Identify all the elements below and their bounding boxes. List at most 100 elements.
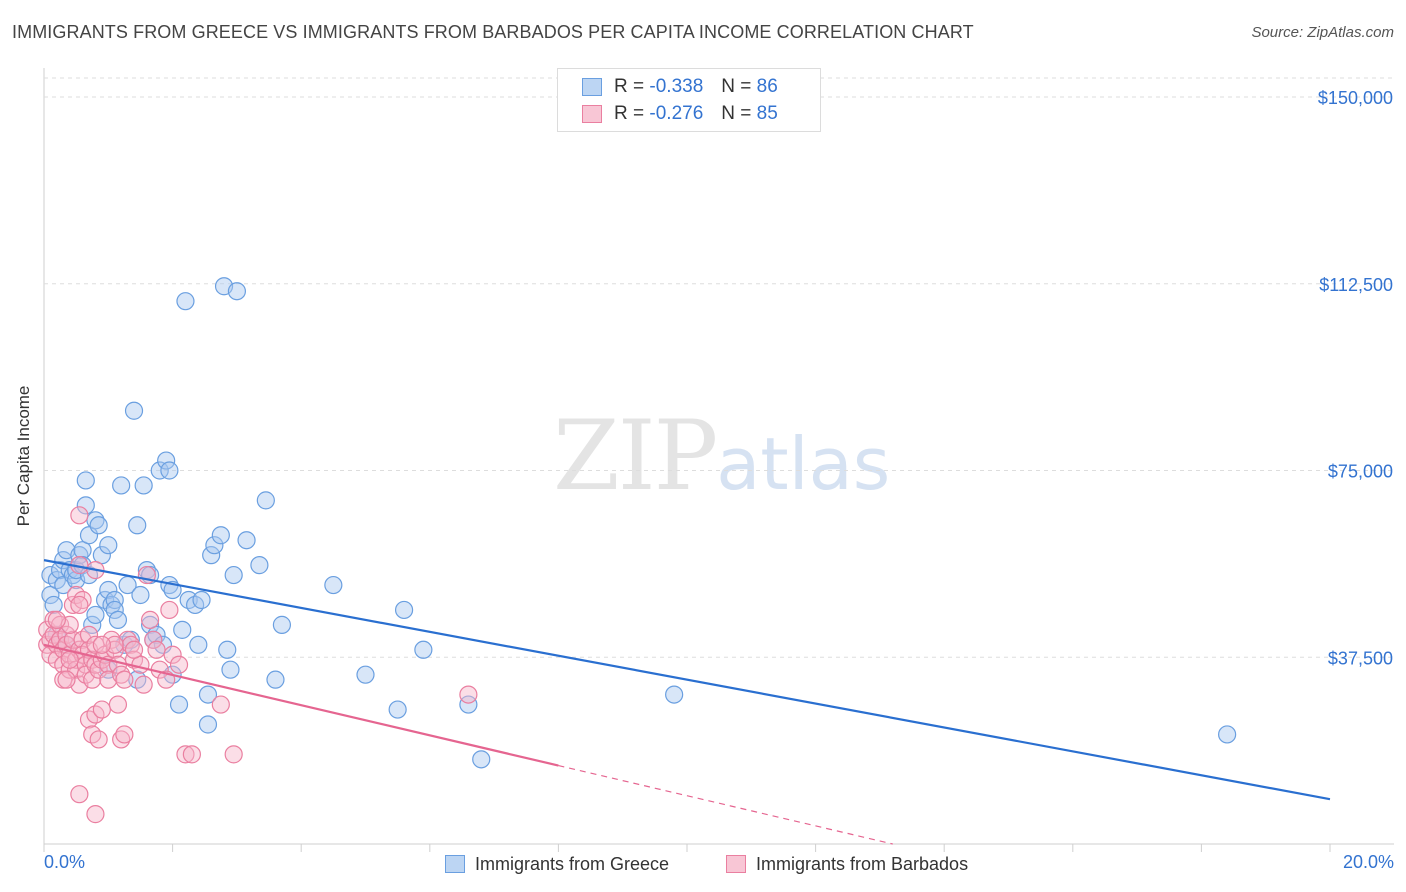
y-axis-label-wrap: Per Capita Income — [14, 315, 34, 527]
barbados-point — [50, 615, 70, 634]
barbados-point — [57, 670, 76, 689]
greece-legend-swatch-icon — [445, 855, 465, 873]
barbados-point — [47, 610, 66, 630]
greece-r-value: -0.338 — [649, 76, 704, 97]
greece-point — [83, 615, 102, 634]
barbados-trend-line — [43, 643, 559, 767]
greece-point — [99, 536, 118, 555]
barbados-point — [102, 630, 121, 649]
watermark-atlas: atlas — [716, 422, 891, 506]
greece-point — [99, 580, 118, 600]
barbados-point — [112, 730, 131, 749]
greece-point — [356, 665, 375, 684]
greece-point — [324, 575, 343, 595]
barbados-point — [115, 670, 134, 689]
greece-point — [105, 600, 124, 620]
barbados-point — [79, 625, 99, 644]
barbados-point — [105, 635, 124, 654]
y-tick-label: $37,500 — [1328, 648, 1393, 668]
greece-point — [44, 595, 63, 615]
greece-swatch-icon — [582, 78, 602, 96]
greece-point — [140, 615, 160, 634]
bottom-legend-barbados: Immigrants from Barbados — [726, 852, 968, 876]
barbados-point — [60, 650, 79, 669]
greece-point — [150, 461, 169, 480]
barbados-point — [70, 595, 89, 615]
greece-point — [198, 685, 218, 704]
greece-point — [665, 685, 684, 704]
source-label: Source: ZipAtlas.com — [1251, 24, 1394, 41]
barbados-point — [89, 660, 108, 679]
bottom-legend-greece: Immigrants from Greece — [445, 852, 669, 876]
barbados-point — [182, 745, 201, 764]
greece-point — [459, 695, 478, 714]
barbados-point — [73, 590, 92, 610]
barbados-point — [147, 640, 166, 659]
x-tick-max: 20.0% — [1342, 852, 1394, 872]
barbados-point — [108, 695, 128, 714]
greece-point — [218, 640, 237, 659]
barbados-legend-swatch-icon — [726, 855, 746, 873]
greece-legend-label: Immigrants from Greece — [475, 853, 670, 874]
y-tick-label: $112,500 — [1319, 275, 1393, 295]
greece-point — [189, 635, 208, 654]
greece-point — [79, 526, 99, 545]
barbados-n-value: 85 — [756, 103, 778, 124]
barbados-point — [83, 670, 102, 689]
greece-point — [131, 585, 150, 605]
n-label: N = — [721, 76, 752, 97]
barbados-legend-label: Immigrants from Barbados — [756, 853, 969, 874]
greece-point — [70, 546, 89, 565]
greece-point — [112, 476, 131, 495]
greece-point — [1218, 725, 1237, 744]
x-tick-min: 0.0% — [44, 852, 86, 872]
barbados-point — [144, 630, 163, 649]
greece-point — [105, 590, 124, 610]
greece-point — [224, 565, 243, 585]
greece-point — [102, 595, 121, 615]
watermark-zip: ZIP — [553, 400, 718, 512]
stats-legend: R = -0.338 N = 86 R = -0.276 N = 85 — [557, 68, 821, 132]
y-tick-label: $75,000 — [1328, 462, 1393, 482]
barbados-point — [176, 745, 195, 764]
barbados-point — [92, 700, 111, 719]
barbados-trend-line-extension — [558, 764, 893, 845]
barbados-point — [169, 655, 189, 674]
barbados-point — [140, 610, 160, 630]
greece-point — [73, 541, 92, 560]
barbados-point — [211, 695, 230, 714]
greece-point — [41, 585, 60, 605]
greece-trend-line — [43, 559, 1331, 801]
legend-row-barbados: R = -0.276 N = 85 — [582, 102, 778, 126]
greece-point — [108, 610, 128, 630]
greece-n-value: 86 — [756, 76, 778, 97]
barbados-point — [86, 805, 105, 824]
barbados-point — [89, 730, 108, 749]
greece-point — [92, 546, 111, 565]
greece-point — [272, 615, 292, 634]
barbados-point — [160, 600, 179, 620]
greece-point — [124, 401, 144, 420]
greece-point — [147, 625, 166, 644]
r-label: R = — [614, 76, 645, 97]
y-tick-label: $150,000 — [1318, 88, 1393, 108]
barbados-point — [70, 506, 89, 525]
barbados-point — [63, 595, 83, 615]
greece-point — [266, 670, 285, 689]
greece-point — [221, 660, 240, 679]
greece-point — [76, 471, 95, 490]
watermark: ZIPatlas — [553, 400, 890, 512]
greece-point — [256, 491, 275, 510]
barbados-point — [67, 660, 86, 679]
greece-point — [76, 496, 95, 515]
barbados-point — [115, 725, 134, 744]
greece-point — [394, 600, 414, 620]
r-label: R = — [614, 103, 645, 124]
barbados-swatch-icon — [582, 105, 602, 123]
greece-point — [205, 536, 224, 555]
greece-point — [414, 640, 433, 659]
greece-point — [237, 531, 256, 550]
greece-point — [250, 556, 269, 575]
legend-row-greece: R = -0.338 N = 86 — [582, 75, 778, 99]
